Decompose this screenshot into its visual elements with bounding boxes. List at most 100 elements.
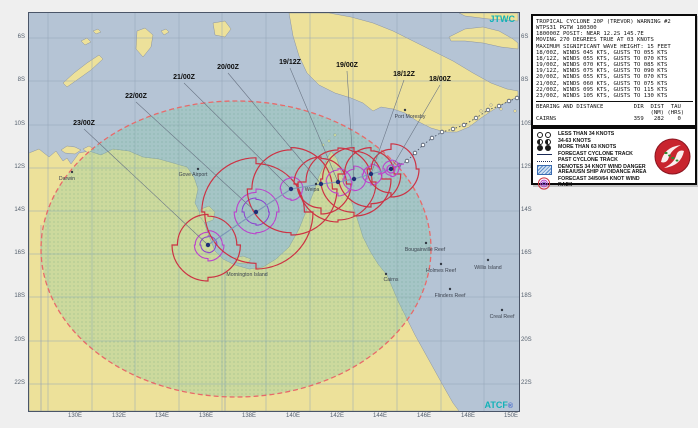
time-label: 19/00Z	[336, 62, 359, 69]
tick-label: 12S	[521, 164, 532, 170]
place-dot	[500, 308, 504, 312]
legend-item: 34-63 KNOTS	[537, 137, 653, 145]
label-leader-line	[135, 101, 257, 213]
tick-label: 20S	[521, 337, 532, 343]
past-track-point	[439, 129, 445, 135]
legend-item: LESS THAN 34 KNOTS	[537, 131, 653, 138]
tick-label: 150E	[503, 413, 518, 419]
tick-label: 18S	[521, 293, 532, 299]
place-label: Creal Reef	[490, 314, 515, 320]
legend-item: MORE THAN 63 KNOTS	[537, 144, 653, 151]
legend-item-label: DENOTES 34 KNOT WIND DANGER AREA/USN SHI…	[558, 163, 647, 176]
legend-item-label: 34-63 KNOTS	[558, 137, 591, 144]
time-label: 22/00Z	[125, 93, 148, 100]
place-label: Gove Airport	[179, 172, 208, 178]
forecast-track-point	[368, 171, 374, 177]
forecast-track-point	[205, 242, 211, 248]
place-dot	[403, 108, 407, 112]
gt63-symbol	[537, 145, 558, 151]
kt3463-symbol	[537, 138, 558, 145]
tick-label: 16S	[521, 250, 532, 256]
past-track-point	[404, 158, 410, 164]
small-island	[160, 28, 170, 36]
tick-label: 138E	[241, 413, 256, 419]
tanimbar-islands	[135, 27, 154, 58]
islet	[479, 109, 483, 113]
timor	[62, 54, 104, 88]
past-track-point	[429, 135, 435, 141]
tick-label: 6S	[17, 34, 25, 40]
tiwi-islands	[60, 145, 82, 155]
wind-radii-50kt	[279, 176, 304, 201]
warning-line: 19/00Z, WINDS 070 KTS, GUSTS TO 085 KTS	[536, 62, 668, 69]
warning-line: 22/00Z, WINDS 095 KTS, GUSTS TO 115 KTS	[536, 86, 668, 93]
island-strip	[458, 13, 519, 22]
place-label: Bougainville Reef	[405, 247, 446, 253]
warning-line: 18/12Z, WINDS 055 KTS, GUSTS TO 070 KTS	[536, 55, 668, 62]
past-track-point	[450, 126, 456, 132]
forecast-track-point	[253, 209, 259, 215]
past-track-point	[506, 98, 512, 104]
place-label: Holmes Reef	[426, 268, 457, 274]
legend-item: FORECAST 34/50/64 KNOT WIND RADII	[537, 176, 653, 190]
tick-label: 134E	[154, 413, 169, 419]
warning-text-box: TROPICAL CYCLONE 20P (TREVOR) WARNING #2…	[531, 14, 697, 127]
warning-line: 23/00Z, WINDS 105 KTS, GUSTS TO 130 KTS	[536, 92, 668, 99]
small-island	[92, 28, 102, 35]
legend-item: DENOTES 34 KNOT WIND DANGER AREA/USN SHI…	[537, 163, 653, 177]
jtwc-seal-graphic	[654, 138, 691, 175]
tick-label: 18S	[14, 293, 25, 299]
place-dot	[196, 167, 200, 171]
map-canvas: 23/00Z 22/00Z 21/00Z 20/00Z 19/12Z 19/00Z 18/1…	[28, 12, 520, 412]
warning-line: 20/00Z, WINDS 055 KTS, GUSTS TO 070 KTS	[536, 74, 668, 81]
current-position-tails	[377, 163, 405, 175]
wind-radii-34kt	[246, 146, 338, 236]
wind-radii-34kt	[171, 213, 242, 282]
tick-label: 10S	[521, 121, 532, 127]
place-dot	[314, 182, 318, 186]
warning-line: 21/00Z, WINDS 060 KTS, GUSTS TO 075 KTS	[536, 80, 668, 87]
wind-radii-64kt	[241, 197, 270, 226]
danger-area-stipple	[41, 101, 431, 397]
forecast-track-point	[388, 166, 394, 172]
forecast-track-point	[335, 179, 341, 185]
tick-label: 12S	[14, 164, 25, 170]
place-label: Weipa	[305, 187, 320, 193]
past-track-point	[412, 150, 418, 156]
forecast-track-point	[288, 186, 294, 192]
past-track-point	[473, 115, 479, 121]
place-dot	[424, 241, 428, 245]
tick-label: 16S	[14, 250, 25, 256]
time-label: 21/00Z	[173, 74, 196, 81]
bearing-distance-table: BEARING AND DISTANCE DIR DIST TAU (NM) (…	[536, 104, 693, 122]
tick-label: 142E	[329, 413, 344, 419]
past-track-point	[485, 107, 491, 113]
tick-label: 22S	[521, 380, 532, 386]
bearing-line: (NM) (HRS)	[536, 110, 685, 117]
tick-label: 130E	[67, 413, 82, 419]
tick-label: 8S	[521, 77, 529, 83]
tick-label: 148E	[460, 413, 475, 419]
wind-radii-50kt	[382, 159, 401, 178]
tick-label: 6S	[521, 34, 529, 40]
wind-radii-50kt	[233, 188, 280, 235]
warning-line: MOVING 270 DEGREES TRUE AT 03 KNOTS	[536, 37, 654, 44]
tick-label: 14S	[14, 207, 25, 213]
islet	[513, 109, 517, 113]
jtwc-watermark: JTWC	[489, 14, 516, 24]
place-label: Mornington Island	[226, 272, 267, 278]
tick-label: 14S	[521, 207, 532, 213]
islet	[489, 103, 493, 107]
time-label: 20/00Z	[217, 64, 240, 71]
legend-rows: LESS THAN 34 KNOTS 34-63 KNOTS MORE THAN 6…	[537, 131, 653, 190]
wind-radii-34kt	[337, 146, 402, 208]
wind-radii-50kt	[193, 230, 225, 262]
danger-area-symbol	[537, 164, 558, 175]
wind-radii-34kt	[293, 156, 352, 215]
label-leader-line	[227, 72, 322, 185]
wind-radii-50kt	[361, 163, 383, 186]
warning-line: TROPICAL CYCLONE 20P (TREVOR) WARNING #2	[536, 19, 671, 25]
past-track-point	[420, 142, 426, 148]
place-label: Darwin	[59, 176, 75, 182]
